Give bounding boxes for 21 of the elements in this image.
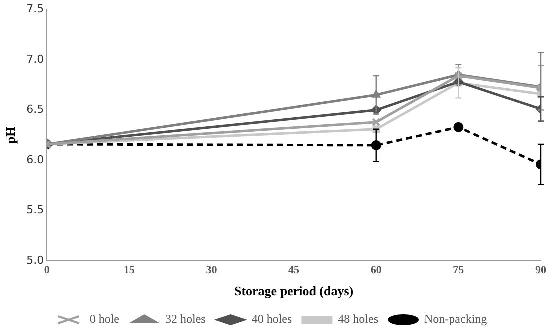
x-tick-label: 30 [206, 264, 218, 277]
legend-label: 40 holes [252, 312, 292, 326]
y-tick-label: 6.0 [26, 153, 44, 166]
x-tick-label: 0 [44, 264, 50, 277]
x-tick-label: 60 [370, 264, 382, 277]
x-tick-label: 90 [536, 264, 547, 277]
legend-label: Non-packing [424, 312, 488, 326]
x-tick-label: 75 [453, 264, 465, 277]
y-tick-label: 5.0 [26, 254, 44, 268]
y-tick-label: 7.5 [26, 2, 44, 16]
y-axis-title: pH [3, 126, 18, 144]
y-tick-label: 7.0 [26, 52, 44, 66]
x-axis-title: Storage period (days) [234, 284, 354, 299]
legend-label: 0 hole [90, 312, 120, 326]
x-tick-label: 15 [124, 264, 136, 277]
point [454, 122, 464, 132]
y-tick-label: 5.5 [26, 204, 44, 217]
legend-label: 48 holes [338, 312, 379, 326]
x-tick-label: 45 [288, 264, 300, 277]
y-tick-label: 6.5 [26, 103, 44, 116]
legend-label: 32 holes [166, 312, 206, 326]
